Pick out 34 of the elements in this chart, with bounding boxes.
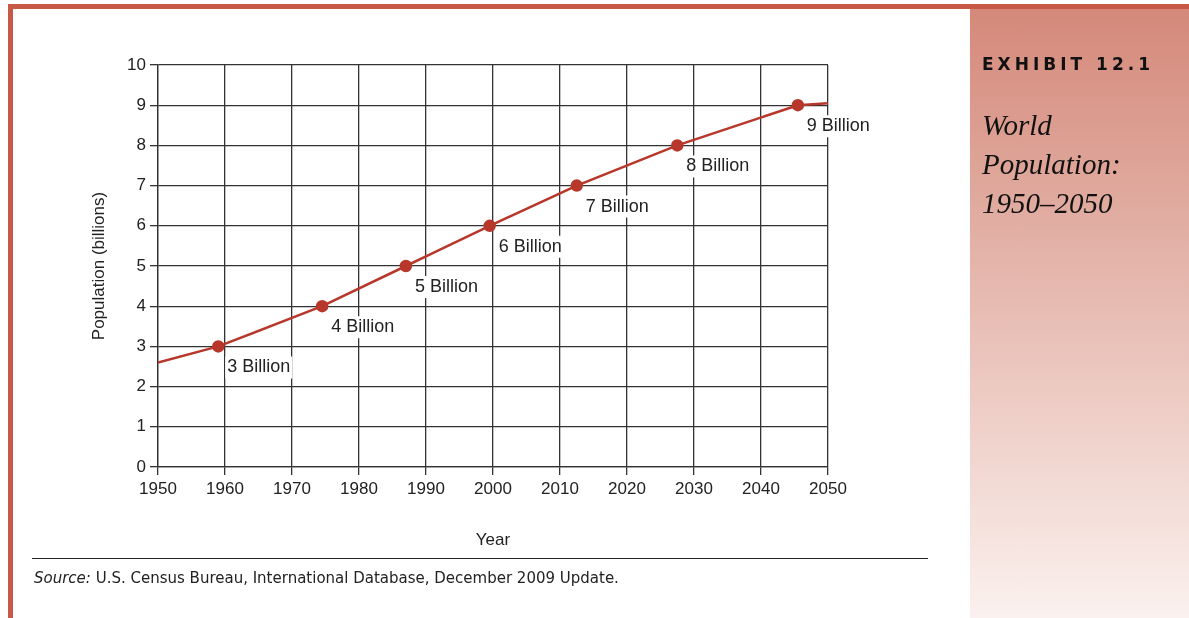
data-label: 3 Billion xyxy=(227,356,291,377)
x-tick-label: 1970 xyxy=(273,478,311,498)
data-label: 6 Billion xyxy=(498,235,562,256)
y-axis-title: Population (billions) xyxy=(88,191,108,341)
x-tick-label: 1990 xyxy=(407,478,445,498)
x-tick-label: 2010 xyxy=(541,478,579,498)
y-tick-label: 4 xyxy=(136,295,146,315)
source-note: Source: U.S. Census Bureau, International Database, December 2009 Update. xyxy=(34,569,619,587)
y-tick-label: 3 xyxy=(136,336,146,356)
text: World Population: 1950–2050 xyxy=(982,108,1122,221)
y-tick-label: 0 xyxy=(136,456,146,476)
data-label: 9 Billion xyxy=(806,115,870,136)
y-tick-label: 7 xyxy=(136,175,146,195)
data-label: 5 Billion xyxy=(414,275,478,296)
y-tick-label: 10 xyxy=(127,54,146,74)
data-label: 8 Billion xyxy=(686,155,750,176)
x-tick-label: 1980 xyxy=(340,478,378,498)
x-tick-label: 2020 xyxy=(608,478,646,498)
data-label: 7 Billion xyxy=(585,195,649,216)
y-tick-label: 5 xyxy=(136,255,146,275)
x-tick-label: 1950 xyxy=(139,478,177,498)
x-tick-label: 2050 xyxy=(809,478,847,498)
x-tick-label: 2030 xyxy=(675,478,713,498)
y-tick-label: 8 xyxy=(136,135,146,155)
y-tick-label: 9 xyxy=(136,94,146,114)
x-axis-title: Year xyxy=(475,530,511,550)
x-tick-label: 2000 xyxy=(474,478,512,498)
x-tick-label: 2040 xyxy=(742,478,780,498)
y-tick-label: 1 xyxy=(136,416,146,436)
x-tick-label: 1960 xyxy=(206,478,244,498)
text: EXHIBIT 12.1 xyxy=(982,54,1155,74)
data-label: 4 Billion xyxy=(331,316,395,337)
y-tick-label: 6 xyxy=(136,215,146,235)
y-tick-label: 2 xyxy=(136,376,146,396)
